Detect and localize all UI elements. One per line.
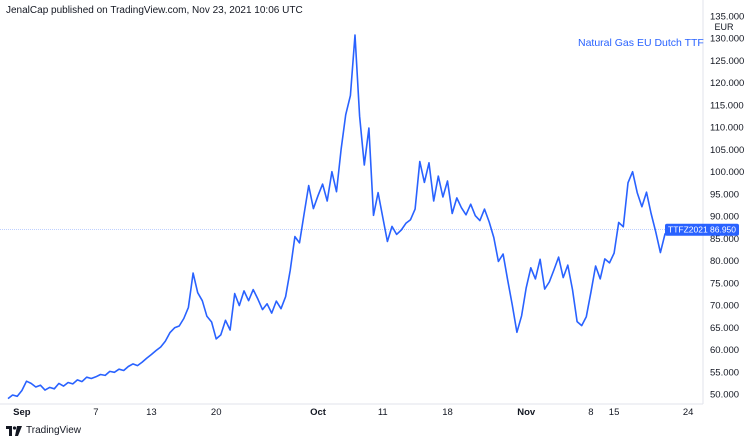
x-tick-label: 11 [378,407,388,418]
y-tick-label: 85.000 [710,234,739,245]
y-tick-label: 70.000 [710,301,739,312]
footer-brand: TradingView [26,425,82,436]
y-tick-label: 90.000 [710,212,739,223]
y-tick-label: 95.000 [710,189,739,200]
plot-layer [0,0,704,405]
y-tick-label: 100.000 [710,167,744,178]
y-tick-label: 65.000 [710,323,739,334]
y-axis-unit: EUR [714,22,734,32]
x-tick-label: 15 [609,407,620,418]
x-tick-label: 18 [442,407,453,418]
footer: TradingView [6,425,81,436]
x-tick-label: 20 [211,407,222,418]
x-tick-label: Sep [13,407,31,418]
x-tick-label: 7 [93,407,98,418]
y-tick-label: 135.000 [710,12,744,23]
y-tick-label: 120.000 [710,78,744,89]
x-tick-label: 24 [683,407,694,418]
y-tick-label: 75.000 [710,278,739,289]
y-tick-label: 105.000 [710,145,744,156]
y-tick-label: 125.000 [710,56,744,67]
y-axis: 50.000 55.000 60.000 65.000 70.000 75.000 80.0… [710,12,744,401]
x-tick-label: Nov [517,407,536,418]
y-tick-label: 110.000 [710,123,744,134]
publisher-line: JenalCap published on TradingView.com, N… [6,5,303,16]
tradingview-logo-icon [6,425,22,436]
last-price-tag: TTFZ2021 86.950 [665,223,739,236]
x-axis: Sep 7 13 20 Oct 11 18 Nov 8 15 24 [13,407,693,418]
chart-title: Natural Gas EU Dutch TTF [578,37,704,49]
y-tick-label: 60.000 [710,345,739,356]
series-line-0 [7,34,671,400]
x-tick-label: 13 [146,407,157,418]
y-tick-label: 115.000 [710,100,744,111]
series-label: TTFZ2021 [668,225,708,235]
y-tick-label: 80.000 [710,256,739,267]
y-tick-label: 50.000 [710,390,739,401]
last-value: 86.950 [710,225,736,235]
x-tick-label: Oct [310,407,327,418]
x-tick-label: 8 [588,407,593,418]
y-tick-label: 130.000 [710,34,744,45]
y-tick-label: 55.000 [710,367,739,378]
last-price-tag-bg [665,223,739,236]
